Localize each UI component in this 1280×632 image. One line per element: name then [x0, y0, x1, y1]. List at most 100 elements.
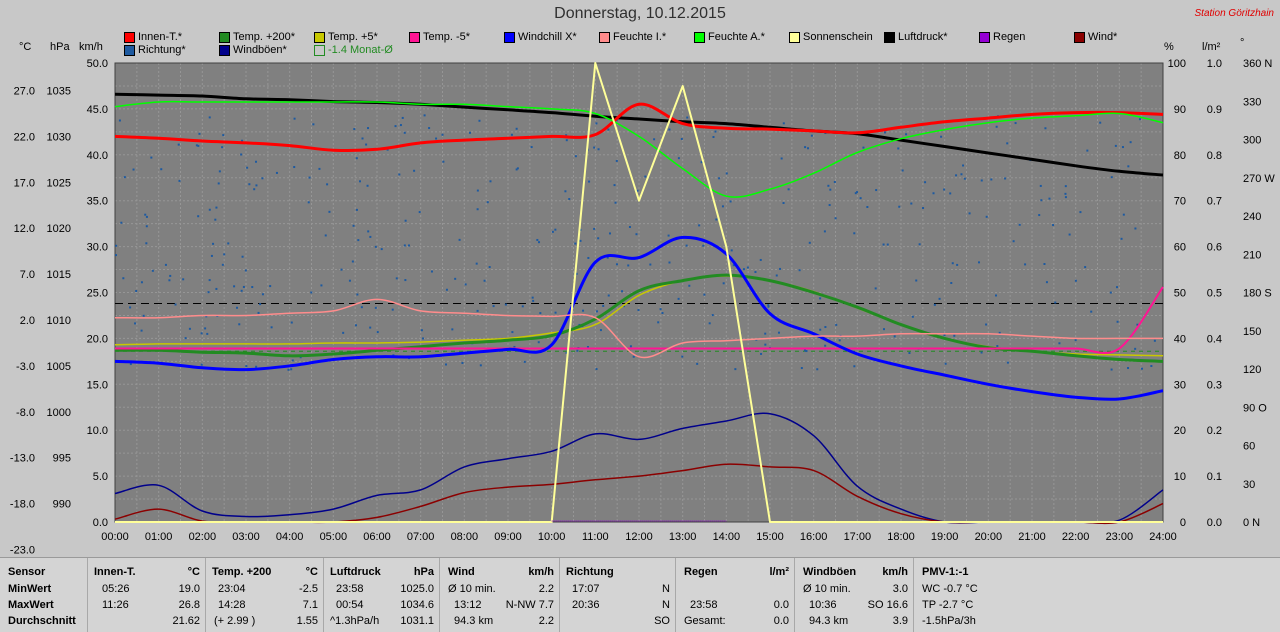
direction-point	[714, 130, 717, 133]
direction-point	[478, 119, 481, 122]
tick-label: 180 S	[1243, 288, 1272, 300]
stats-value: 23:58	[336, 583, 364, 595]
direction-point	[511, 331, 514, 334]
legend-label: Richtung*	[138, 44, 186, 56]
legend-swatch	[219, 31, 230, 43]
direction-point	[326, 183, 329, 186]
direction-point	[401, 116, 404, 119]
stats-value: N-NW 7.7	[505, 599, 554, 611]
tick-label: 50.0	[87, 58, 108, 70]
direction-point	[257, 311, 260, 314]
direction-point	[1079, 211, 1082, 214]
direction-point	[980, 351, 983, 354]
direction-point	[145, 215, 148, 218]
tick-label: 1005	[47, 361, 71, 373]
direction-point	[129, 363, 132, 366]
stats-value: SO	[654, 615, 670, 627]
tick-label: 02:00	[189, 531, 217, 543]
direction-point	[376, 331, 379, 334]
stats-value: 20:36	[572, 599, 600, 611]
direction-point	[1116, 286, 1119, 289]
direction-point	[521, 305, 524, 308]
direction-point	[808, 241, 811, 244]
direction-point	[940, 135, 943, 138]
direction-point	[632, 355, 635, 358]
direction-point	[824, 326, 827, 329]
direction-point	[677, 297, 680, 300]
direction-point	[915, 279, 918, 282]
direction-point	[615, 159, 618, 162]
stats-value: 94.3 km	[809, 615, 849, 627]
tick-label: 1025	[47, 177, 71, 189]
direction-point	[985, 215, 988, 218]
tick-label: 07:00	[407, 531, 435, 543]
direction-point	[1058, 342, 1061, 345]
direction-point	[223, 253, 226, 256]
direction-point	[145, 242, 148, 245]
direction-point	[875, 189, 878, 192]
direction-point	[1044, 127, 1047, 130]
tick-label: 0.0	[1207, 517, 1222, 529]
direction-point	[357, 239, 360, 242]
direction-point	[1153, 339, 1156, 342]
direction-point	[754, 271, 757, 274]
direction-point	[956, 263, 959, 266]
tick-label: 25.0	[87, 288, 108, 300]
direction-point	[464, 283, 467, 286]
stats-row-label: MaxWert	[8, 599, 54, 611]
legend-item: Innen-T.*	[124, 31, 182, 43]
tick-label: 01:00	[145, 531, 173, 543]
tick-label: 15:00	[756, 531, 784, 543]
stats-row-label: Sensor	[8, 566, 46, 578]
direction-point	[985, 323, 988, 326]
direction-point	[1090, 310, 1093, 313]
tick-label: 0.3	[1207, 379, 1222, 391]
tick-label: 100	[1168, 58, 1186, 70]
direction-point	[197, 144, 200, 147]
direction-point	[365, 143, 368, 146]
direction-point	[489, 180, 492, 183]
direction-point	[898, 205, 901, 208]
direction-point	[924, 181, 927, 184]
direction-point	[200, 332, 203, 335]
tick-label: 330	[1243, 96, 1261, 108]
tick-label: 1035	[47, 86, 71, 98]
direction-point	[261, 177, 264, 180]
direction-point	[168, 279, 171, 282]
direction-point	[184, 337, 187, 340]
stats-innen: Innen-T. °C 05:26 19.0 11:26 26.8 21.62	[87, 558, 206, 632]
direction-point	[492, 305, 495, 308]
direction-point	[996, 345, 999, 348]
direction-point	[1136, 323, 1139, 326]
direction-point	[532, 299, 535, 302]
tick-label: 360 N	[1243, 58, 1272, 70]
direction-point	[866, 206, 869, 209]
direction-point	[1150, 365, 1153, 368]
stats-header: Innen-T.	[94, 566, 136, 578]
direction-point	[483, 279, 486, 282]
direction-point	[198, 132, 201, 135]
tick-label: 1020	[47, 223, 71, 235]
tick-label: 270 W	[1243, 173, 1275, 185]
direction-point	[129, 306, 132, 309]
direction-point	[122, 277, 125, 280]
direction-point	[386, 148, 389, 151]
legend: Innen-T.* Temp. +200* Temp. +5* Temp. -5…	[0, 31, 1280, 59]
direction-point	[476, 208, 479, 211]
direction-point	[354, 324, 357, 327]
direction-point	[1045, 281, 1048, 284]
legend-label: Sonnenschein	[803, 31, 873, 43]
direction-point	[730, 249, 733, 252]
direction-point	[537, 341, 540, 344]
tick-label: 90 O	[1243, 402, 1267, 414]
tick-label: 27.0	[14, 86, 35, 98]
direction-point	[667, 234, 670, 237]
stats-unit: hPa	[413, 566, 434, 578]
direction-point	[418, 211, 421, 214]
direction-point	[523, 360, 526, 363]
direction-point	[819, 297, 822, 300]
direction-point	[700, 161, 703, 164]
direction-point	[1110, 368, 1113, 371]
direction-point	[938, 297, 941, 300]
direction-point	[1039, 184, 1042, 187]
